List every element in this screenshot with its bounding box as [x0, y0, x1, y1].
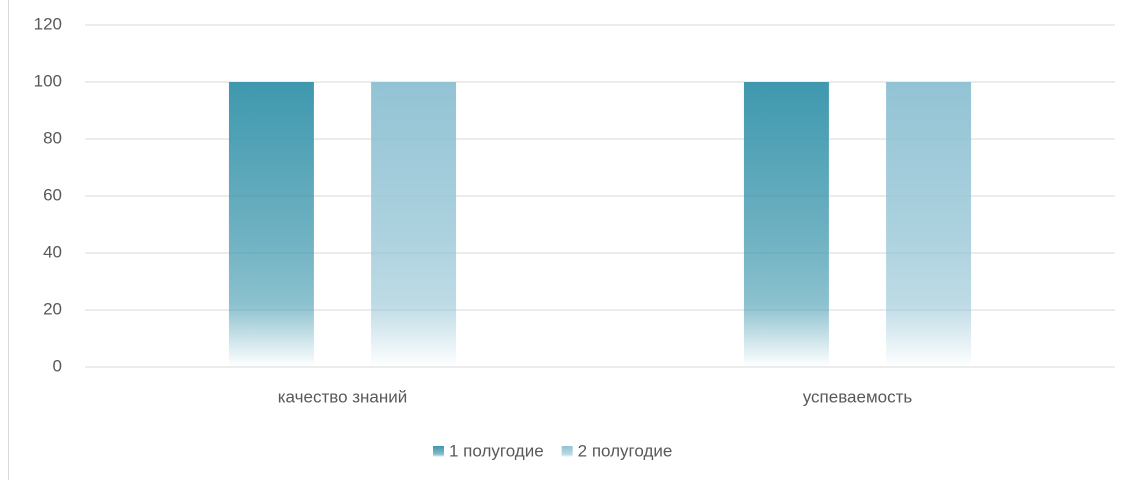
bar — [371, 82, 456, 367]
x-tick-label: успеваемость — [803, 387, 913, 406]
legend-swatch — [433, 446, 444, 457]
bar — [744, 82, 829, 367]
y-tick-label: 0 — [53, 356, 62, 375]
bar — [229, 82, 314, 367]
legend-swatch — [562, 446, 573, 457]
y-tick-label: 40 — [43, 242, 62, 261]
legend-label: 1 полугодие — [449, 441, 544, 460]
y-tick-label: 20 — [43, 299, 62, 318]
x-tick-label: качество знаний — [278, 387, 408, 406]
y-tick-label: 60 — [43, 185, 62, 204]
y-tick-label: 100 — [34, 71, 62, 90]
chart-border — [9, 0, 1146, 480]
y-tick-label: 80 — [43, 128, 62, 147]
legend-label: 2 полугодие — [578, 441, 673, 460]
y-tick-label: 120 — [34, 14, 62, 33]
bar — [886, 82, 971, 367]
